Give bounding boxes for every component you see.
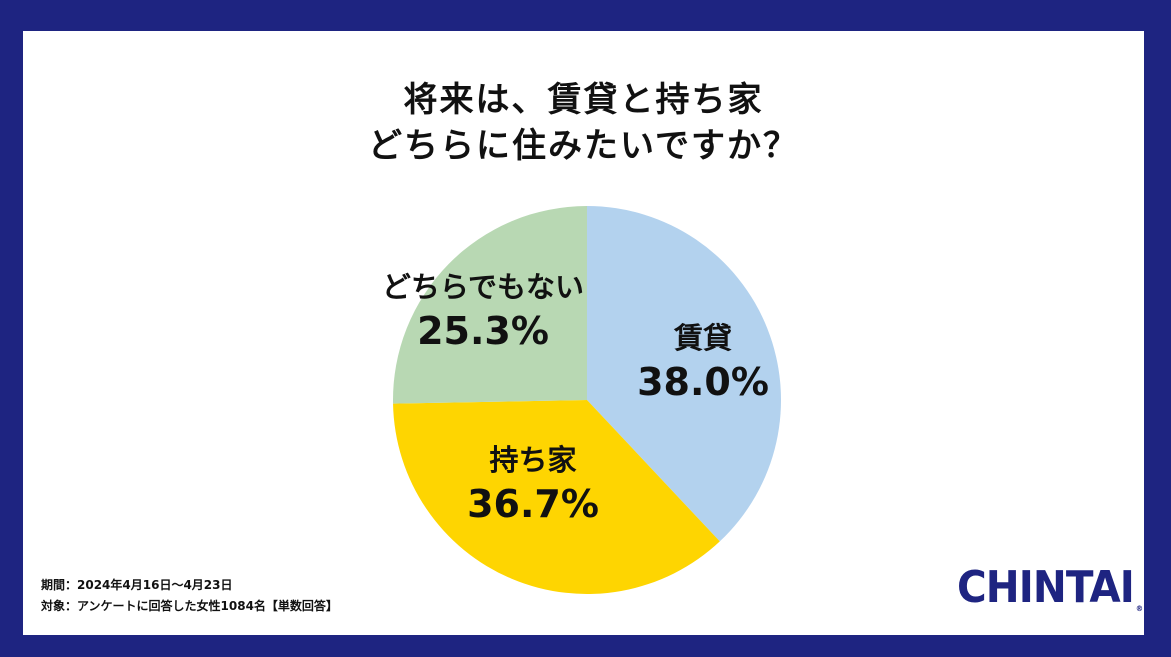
registered-mark: ® [1135,604,1143,613]
slice-value-own-house: 36.7% [467,482,599,526]
chintai-logo-text: CHINTAI [957,562,1135,613]
slice-value-rent: 38.0% [637,360,769,404]
pie-slice-neither [393,206,587,404]
chart-panel: 将来は、賃貸と持ち家 どちらに住みたいですか？ 賃貸 38.0% 持ち家 36.… [23,31,1144,635]
chintai-logo: CHINTAI ® [957,562,1143,613]
chart-title: 将来は、賃貸と持ち家 どちらに住みたいですか？ [23,77,1144,169]
pie-slice-rent [587,206,781,542]
slice-name-rent: 賃貸 [673,321,732,355]
slice-label-neither: どちらでもない 25.3% [353,268,613,356]
survey-period-note: 期間：2024年4月16日～4月23日 [41,578,233,592]
slice-value-neither: 25.3% [417,309,549,353]
slice-label-own-house: 持ち家 36.7% [433,441,633,529]
pie-slice-own-house [393,400,720,595]
slice-name-neither: どちらでもない [381,270,585,304]
chart-title-line1: 将来は、賃貸と持ち家 [403,80,764,120]
slice-name-own-house: 持ち家 [489,443,577,477]
chart-title-line2: どちらに住みたいですか？ [368,126,799,166]
survey-target-note: 対象：アンケートに回答した女性1084名【単数回答】 [41,599,338,613]
pie-chart [393,206,781,595]
slice-label-rent: 賃貸 38.0% [603,319,803,407]
